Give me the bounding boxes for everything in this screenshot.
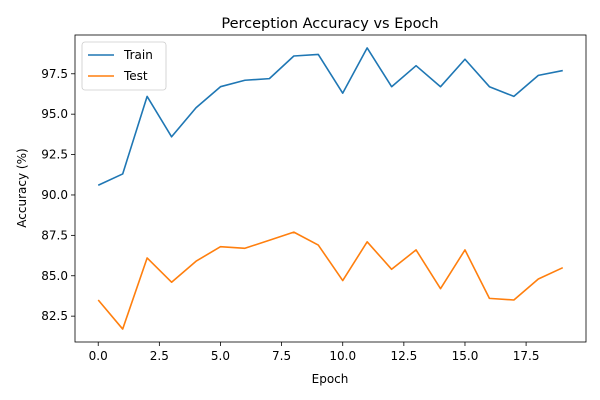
x-tick-label: 17.5 xyxy=(513,349,540,363)
legend-label-test: Test xyxy=(123,69,148,83)
legend-box xyxy=(81,41,167,91)
y-tick-label: 82.5 xyxy=(41,309,68,323)
axes-frame xyxy=(74,34,587,343)
x-tick-label: 15.0 xyxy=(452,349,479,363)
y-tick-label: 95.0 xyxy=(41,107,68,121)
legend-label-train: Train xyxy=(123,48,153,62)
y-tick-label: 85.0 xyxy=(41,269,68,283)
x-tick-label: 5.0 xyxy=(211,349,230,363)
y-axis-label: Accuracy (%) xyxy=(15,148,29,227)
y-tick-label: 92.5 xyxy=(41,148,68,162)
y-tick-label: 90.0 xyxy=(41,188,68,202)
y-tick-label: 97.5 xyxy=(41,67,68,81)
x-tick-label: 10.0 xyxy=(329,349,356,363)
x-tick-label: 7.5 xyxy=(272,349,291,363)
plot-area: 0.0 2.5 5.0 7.5 10.0 12.5 15.0 17.5 82.5 85.0 87.5… xyxy=(41,47,564,363)
series-line-train xyxy=(97,47,563,186)
x-tick-label: 12.5 xyxy=(390,349,417,363)
x-tick-label: 2.5 xyxy=(150,349,169,363)
series-line-test xyxy=(97,231,564,330)
x-axis-label: Epoch xyxy=(312,372,349,386)
legend: Train Test xyxy=(81,41,167,91)
x-tick-label: 0.0 xyxy=(89,349,108,363)
y-tick-label: 87.5 xyxy=(41,228,68,242)
chart-title: Perception Accuracy vs Epoch xyxy=(221,16,438,32)
